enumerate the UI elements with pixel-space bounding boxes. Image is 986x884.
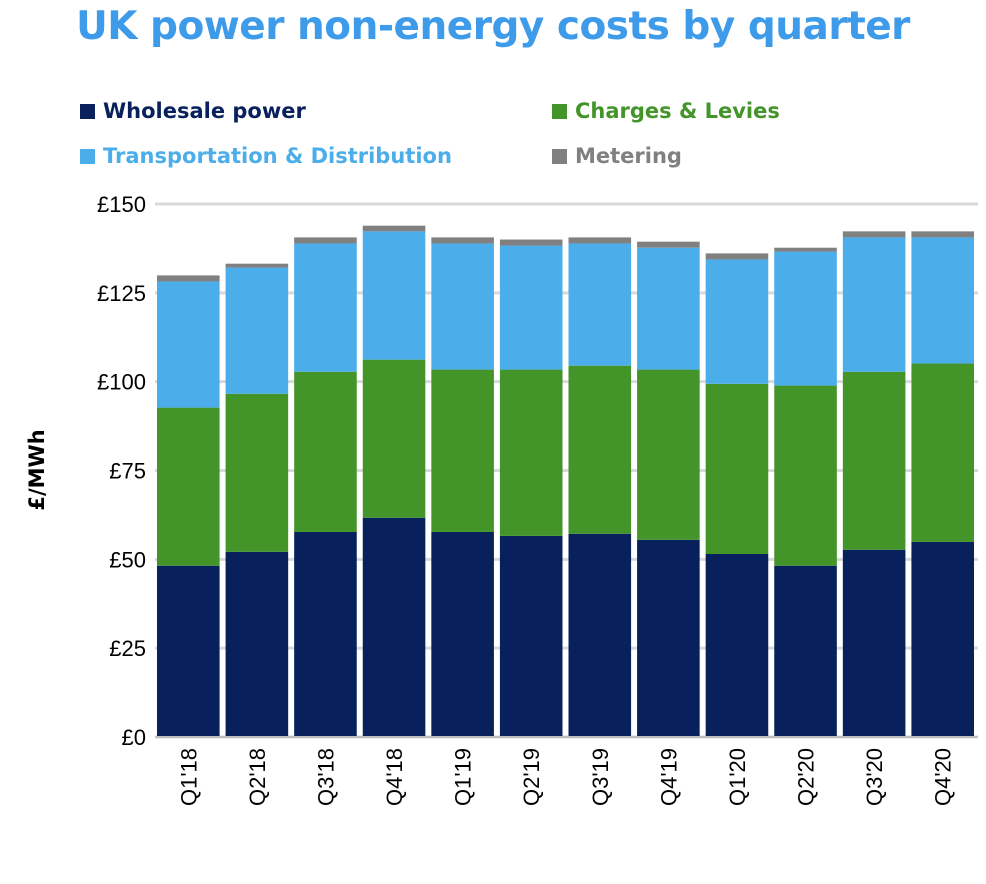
y-tick-label: £100 xyxy=(97,370,146,395)
x-tick-label: Q2'20 xyxy=(794,748,819,806)
bar-segment xyxy=(911,231,974,238)
y-tick-label: £75 xyxy=(109,459,146,484)
x-tick-label: Q2'18 xyxy=(245,748,270,806)
bar-segment xyxy=(157,275,220,282)
x-tick-label: Q2'19 xyxy=(519,748,544,806)
bar-segment xyxy=(499,369,563,536)
bar-segment xyxy=(705,259,769,384)
bar-segment xyxy=(568,533,632,737)
legend-swatch xyxy=(80,148,95,164)
y-tick-label: £150 xyxy=(97,192,146,217)
bar-segment xyxy=(157,281,220,408)
bar-segment xyxy=(362,359,426,518)
bar-segment xyxy=(362,225,426,232)
bar-segment xyxy=(431,369,494,532)
bar-segment xyxy=(157,565,220,737)
bar-segment xyxy=(499,245,563,370)
bar-segment xyxy=(842,231,906,238)
bar-segment xyxy=(431,531,494,737)
bar-segment xyxy=(637,241,700,248)
bar-segment xyxy=(911,541,974,737)
x-tick-label: Q4'20 xyxy=(931,748,956,806)
x-tick-label: Q1'18 xyxy=(176,748,201,806)
legend-item-wholesale-power: Wholesale power xyxy=(80,99,306,123)
bar-segment xyxy=(157,407,220,566)
bar-segment xyxy=(225,267,289,394)
y-tick-label: £50 xyxy=(109,547,146,572)
bar-segment xyxy=(225,263,289,268)
chart-title: UK power non-energy costs by quarter xyxy=(76,4,910,49)
x-tick-label: Q4'19 xyxy=(656,748,681,806)
bar-segment xyxy=(225,393,289,552)
x-tick-label: Q3'20 xyxy=(862,748,887,806)
legend-label: Wholesale power xyxy=(103,99,306,123)
bar-segment xyxy=(294,371,357,532)
x-tick-label: Q1'20 xyxy=(725,748,750,806)
y-tick-label: £0 xyxy=(122,725,146,750)
bar-segment xyxy=(431,243,494,370)
bar-segment xyxy=(568,243,632,366)
legend-item-transportation-distribution: Transportation & Distribution xyxy=(80,144,452,168)
bar-segment xyxy=(362,231,426,360)
bar-segment xyxy=(842,237,906,372)
legend-swatch xyxy=(552,148,567,164)
bar-segment xyxy=(499,239,563,246)
bar-segment xyxy=(705,253,769,260)
bar-segment xyxy=(294,531,357,737)
bar-segment xyxy=(294,237,357,244)
bar-segment xyxy=(842,549,906,737)
bar-segment xyxy=(911,363,974,542)
y-axis-label: £/MWh xyxy=(25,429,49,510)
bar-segment xyxy=(842,371,906,550)
legend-label: Transportation & Distribution xyxy=(103,144,452,168)
bar-segment xyxy=(568,365,632,534)
bar-segment xyxy=(705,554,769,737)
x-tick-label: Q4'18 xyxy=(382,748,407,806)
legend-swatch xyxy=(552,103,567,119)
legend-item-charges-levies: Charges & Levies xyxy=(552,99,780,123)
bar-segment xyxy=(568,237,632,244)
legend-item-metering: Metering xyxy=(552,144,682,168)
bar-segment xyxy=(637,247,700,370)
bar-segment xyxy=(774,565,837,737)
x-tick-label: Q3'19 xyxy=(588,748,613,806)
x-tick-label: Q1'19 xyxy=(451,748,476,806)
bar-segment xyxy=(431,237,494,244)
bar-segment xyxy=(774,251,837,386)
legend-swatch xyxy=(80,103,95,119)
y-tick-label: £25 xyxy=(109,636,146,661)
x-tick-label: Q3'18 xyxy=(313,748,338,806)
bar-segment xyxy=(294,243,357,372)
bar-segment xyxy=(225,551,289,737)
bar-segment xyxy=(705,383,769,555)
bar-segment xyxy=(362,517,426,737)
legend-label: Charges & Levies xyxy=(575,99,780,123)
bar-segment xyxy=(774,385,837,566)
y-tick-label: £125 xyxy=(97,281,146,306)
bar-segment xyxy=(499,535,563,737)
bar-segment xyxy=(911,237,974,364)
bar-segment xyxy=(637,369,700,540)
bar-segment xyxy=(637,539,700,737)
bar-segment xyxy=(774,247,837,252)
legend-label: Metering xyxy=(575,144,682,168)
